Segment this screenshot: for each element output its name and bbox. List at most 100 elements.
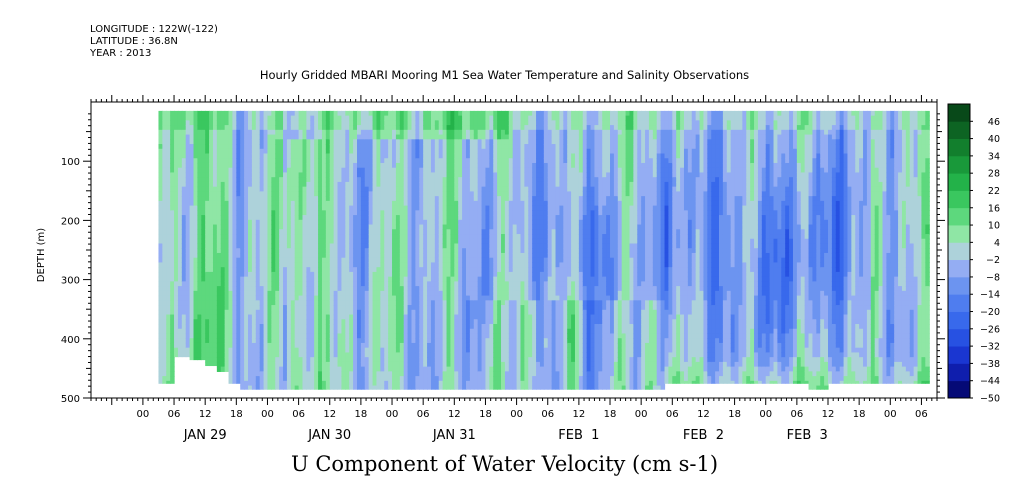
heat-cell [325, 380, 331, 387]
heat-cell [353, 125, 358, 131]
heat-cell [434, 234, 440, 240]
heat-cell [341, 162, 346, 169]
heat-cell [380, 115, 385, 121]
heat-cell [485, 205, 490, 211]
heat-cell [423, 319, 428, 325]
heat-cell [271, 243, 276, 249]
heat-cell [489, 224, 494, 230]
heat-cell [220, 200, 226, 207]
heat-cell [450, 319, 455, 325]
heat-cell [244, 262, 249, 268]
heat-cell [166, 380, 171, 384]
heat-cell [244, 380, 249, 387]
heat-cell [263, 376, 269, 382]
heat-cell [185, 276, 191, 282]
heat-cell [205, 238, 210, 245]
heat-cell [376, 262, 381, 268]
heat-cell [477, 333, 483, 339]
heat-cell [321, 352, 327, 358]
heat-cell [442, 342, 448, 349]
heat-cell [419, 385, 424, 390]
heat-cell [310, 338, 315, 344]
heat-cell [477, 267, 483, 273]
heat-cell [216, 252, 222, 259]
heat-cell [302, 352, 307, 358]
heat-cell [473, 181, 479, 188]
heat-cell [298, 248, 304, 254]
heat-cell [275, 186, 280, 192]
heat-cell [197, 357, 202, 361]
heat-cell [197, 271, 202, 278]
heat-cell [403, 186, 409, 192]
heat-cell [489, 205, 494, 211]
heat-cell [174, 271, 179, 278]
heat-cell [458, 314, 463, 320]
heat-cell [415, 333, 420, 339]
heat-cell [481, 181, 487, 188]
heat-cell [158, 295, 163, 301]
heat-cell [473, 262, 479, 268]
heat-cell [248, 333, 253, 339]
heat-cell [224, 328, 230, 335]
heat-cell [174, 120, 179, 126]
heat-cell [434, 153, 440, 159]
heat-cell [251, 186, 257, 192]
heat-cell [244, 366, 249, 372]
heat-cell [290, 148, 296, 155]
heat-cell [193, 153, 198, 159]
heat-cell [458, 243, 463, 249]
heat-cell [259, 191, 265, 197]
heat-cell [321, 328, 327, 335]
heat-cell [360, 338, 366, 344]
heat-cell [489, 148, 494, 155]
heat-cell [403, 134, 409, 140]
heat-cell [481, 158, 487, 164]
heat-cell [275, 347, 280, 354]
heat-cell [438, 371, 444, 377]
heat-cell [216, 290, 222, 297]
heat-cell [205, 158, 210, 164]
heat-cell [388, 376, 393, 382]
heat-cell [395, 215, 401, 221]
heat-cell [294, 177, 300, 183]
heat-cell [224, 224, 230, 230]
heat-cell [427, 290, 432, 297]
heat-cell [306, 319, 311, 325]
heat-cell [341, 324, 346, 330]
heat-cell [259, 144, 265, 150]
heat-cell [407, 177, 413, 183]
heat-cell [473, 366, 479, 372]
heat-cell [341, 252, 346, 259]
heat-cell [462, 333, 467, 339]
heat-cell [423, 295, 428, 301]
heat-cell [224, 200, 230, 207]
heat-cell [442, 158, 448, 164]
heat-cell [469, 115, 475, 121]
heat-cell [376, 324, 381, 330]
heat-cell [372, 286, 378, 292]
heat-cell [430, 324, 436, 330]
heat-cell [423, 271, 428, 278]
heat-cell [275, 252, 280, 259]
heat-cell [481, 186, 487, 192]
heat-cell [438, 243, 444, 249]
heat-cell [469, 338, 475, 344]
heat-cell [450, 262, 455, 268]
heat-cell [380, 300, 385, 306]
heat-cell [259, 352, 265, 358]
heat-cell [209, 290, 214, 297]
heat-cell [283, 385, 288, 390]
heat-cell [477, 281, 483, 287]
heat-cell [240, 371, 245, 377]
heat-cell [279, 319, 284, 325]
heat-cell [314, 167, 319, 174]
heat-cell [267, 262, 272, 268]
heat-cell [294, 210, 300, 216]
heat-cell [395, 376, 401, 382]
heat-cell [158, 333, 163, 339]
heat-cell [364, 385, 370, 390]
heat-cell [286, 324, 292, 330]
heat-cell [298, 324, 304, 330]
heat-cell [216, 215, 222, 221]
heat-cell [275, 144, 280, 150]
